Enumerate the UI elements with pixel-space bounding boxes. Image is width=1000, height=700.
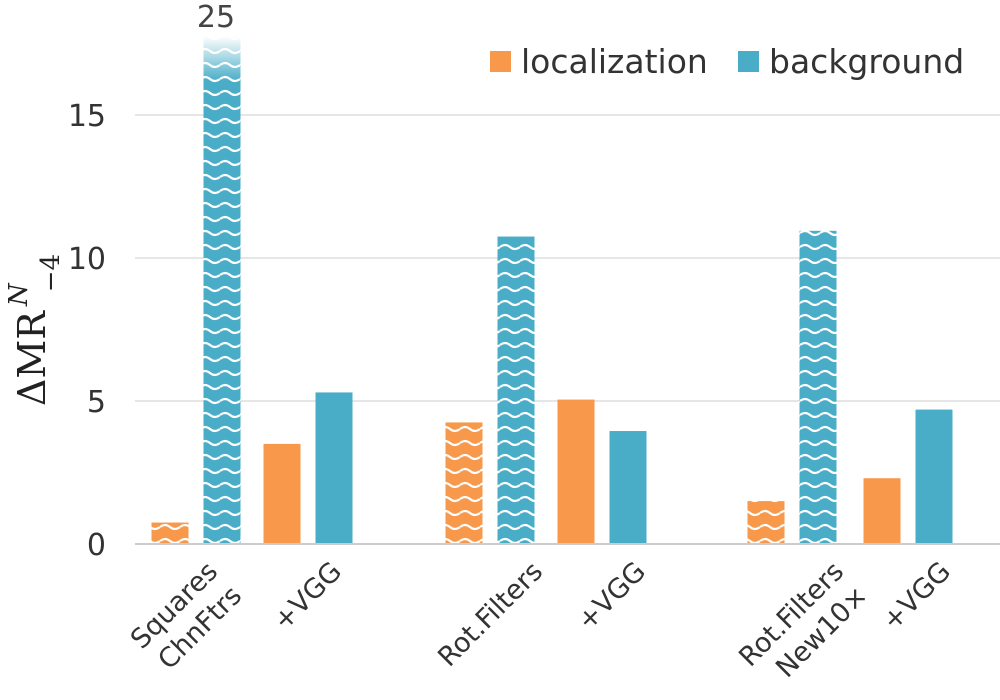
y-tick-label: 10 [68, 242, 106, 277]
bar-localization [151, 522, 189, 544]
bar-localization [557, 399, 595, 544]
x-category-label: +VGG [267, 556, 348, 637]
bar-background [915, 409, 953, 544]
bar-background [203, 36, 241, 544]
legend-label-localization: localization [521, 42, 708, 81]
x-category-label-line: +VGG [876, 556, 957, 637]
bars [151, 36, 953, 545]
overflow-value-label: 25 [197, 0, 235, 35]
bar-background [315, 392, 353, 544]
gridlines [135, 114, 1000, 402]
y-axis-ticks: 0 5 10 15 [68, 99, 106, 563]
y-tick-label: 5 [87, 385, 106, 420]
x-category-label: +VGG [876, 556, 957, 637]
bar-localization [445, 422, 483, 544]
legend-label-background: background [769, 42, 964, 81]
legend-swatch-localization [490, 51, 511, 72]
x-category-label-line: Rot.Filters [432, 556, 549, 673]
x-category-label: SquaresChnFtrs [125, 556, 248, 679]
y-axis-label: ΔMR N −4 [4, 254, 66, 406]
legend-swatch-background [738, 51, 759, 72]
bar-localization [263, 443, 301, 544]
bar-background [799, 230, 837, 544]
x-category-label: Rot.Filters [432, 556, 549, 673]
y-axis-label-subscript: −4 [36, 254, 66, 292]
bar-localization [863, 478, 901, 544]
y-tick-label: 0 [87, 528, 106, 563]
y-tick-label: 15 [68, 99, 106, 134]
legend: localization background [490, 42, 964, 81]
x-category-label-line: +VGG [571, 556, 652, 637]
x-category-label: Rot.FiltersNew10× [733, 556, 874, 697]
category-labels: SquaresChnFtrs +VGG Rot.Filters +VGG Rot.Fil… [125, 556, 957, 697]
bar-overflow-fade [203, 36, 241, 81]
x-category-label: +VGG [571, 556, 652, 637]
y-axis-label-superscript: N [4, 282, 34, 307]
bar-localization [747, 501, 785, 544]
bar-background [609, 431, 647, 544]
y-axis-label-main: ΔMR [10, 310, 54, 406]
bar-background [497, 236, 535, 545]
x-category-label-line: +VGG [267, 556, 348, 637]
